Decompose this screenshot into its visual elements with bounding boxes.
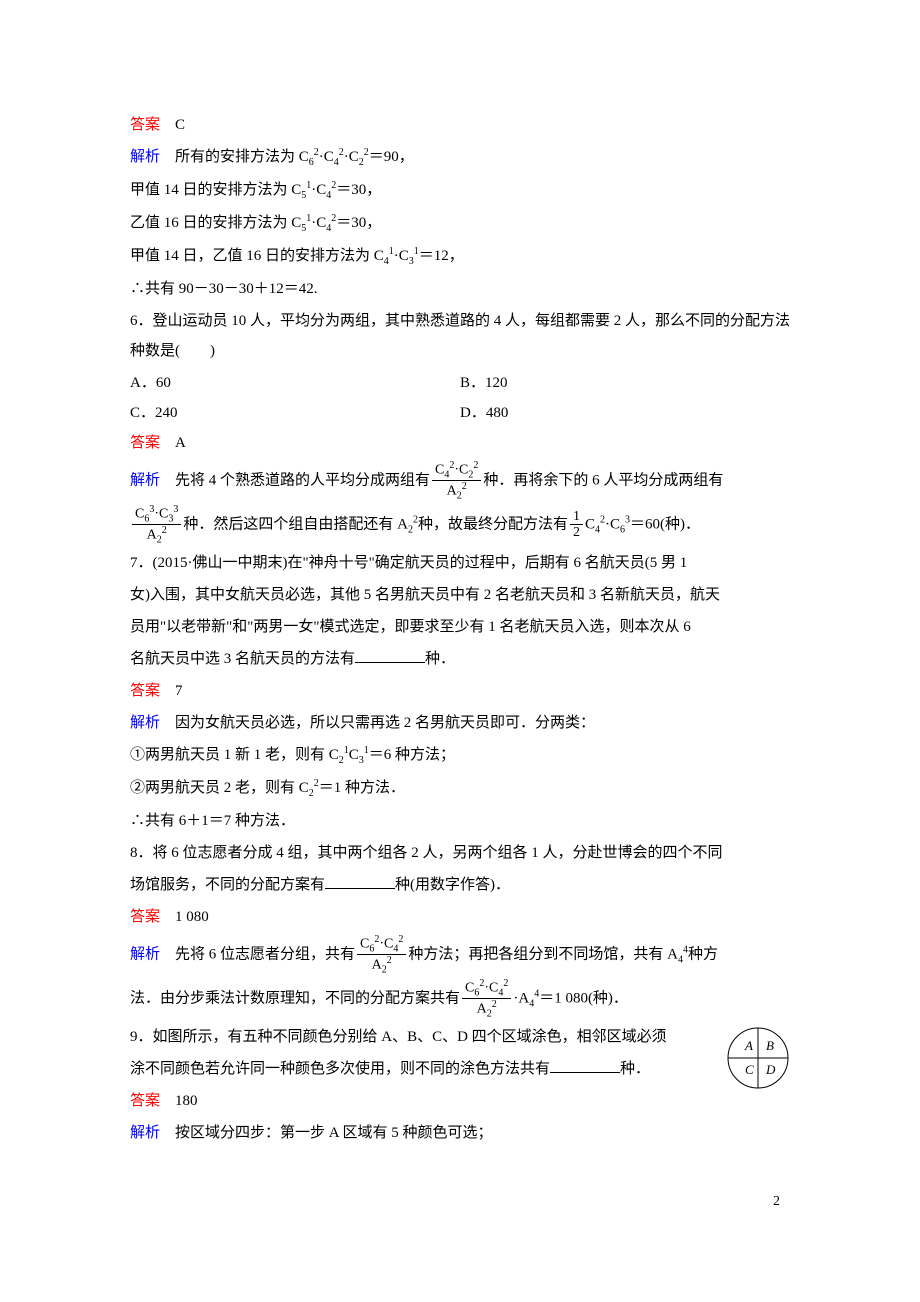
q9-block: 9．如图所示，有五种不同颜色分别给 A、B、C、D 四个区域涂色，相邻区域必须 …: [130, 1022, 790, 1084]
q8-analysis-1: 解析 先将 6 位志愿者分组，共有C62·C42A22种方法；再把各组分到不同场…: [130, 934, 790, 976]
q6-answer-value: A: [175, 435, 186, 451]
answer-label: 答案: [130, 909, 160, 925]
q6-option-b: B．120: [460, 368, 790, 398]
q7-stem-3: 员用"以老带新"和"两男一女"模式选定，即要求至少有 1 名老航天员入选，则本次…: [130, 612, 790, 642]
q8-analysis-2: 法．由分步乘法计数原理知，不同的分配方案共有C62·C42A22·A44＝1 0…: [130, 978, 790, 1020]
q9-stem-2: 涂不同颜色若允许同一种颜色多次使用，则不同的涂色方法共有种．: [130, 1054, 710, 1084]
region-d-label: D: [765, 1062, 776, 1077]
region-circle-diagram: A B C D: [726, 1026, 790, 1090]
fraction: C42·C22A22: [432, 460, 481, 502]
region-c-label: C: [745, 1062, 754, 1077]
q7-stem-4: 名航天员中选 3 名航天员的方法有种．: [130, 644, 790, 674]
q5-analysis-5: ∴共有 90－30－30＋12＝42.: [130, 274, 790, 304]
q8-stem-2: 场馆服务，不同的分配方案有种(用数字作答)．: [130, 870, 790, 900]
fraction: C62·C42A22: [357, 934, 406, 976]
analysis-label: 解析: [130, 472, 160, 488]
answer-label: 答案: [130, 435, 160, 451]
q6-option-d: D．480: [460, 398, 790, 428]
fraction: C62·C42A22: [462, 978, 511, 1020]
answer-label: 答案: [130, 683, 160, 699]
q5-analysis-4: 甲值 14 日，乙值 16 日的安排方法为 C41·C31＝12，: [130, 241, 790, 272]
q6-analysis-2: C63·C33A22种．然后这四个组自由搭配还有 A22种，故最终分配方法有12…: [130, 504, 790, 546]
fraction: C63·C33A22: [132, 504, 181, 546]
q6-analysis-1: 解析 先将 4 个熟悉道路的人平均分成两组有C42·C22A22种．再将余下的 …: [130, 460, 790, 502]
q5-analysis-3: 乙值 16 日的安排方法为 C51·C42＝30，: [130, 208, 790, 239]
q6-option-c: C．240: [130, 398, 460, 428]
q8-stem-1: 8．将 6 位志愿者分成 4 组，其中两个组各 2 人，另两个组各 1 人，分赴…: [130, 838, 790, 868]
analysis-label: 解析: [130, 1125, 160, 1141]
q9-analysis-1: 解析 按区域分四步：第一步 A 区域有 5 种颜色可选；: [130, 1118, 790, 1148]
fill-blank: [355, 649, 425, 663]
q7-analysis-1: 解析 因为女航天员必选，所以只需再选 2 名男航天员即可．分两类：: [130, 708, 790, 738]
fraction: 12: [570, 509, 583, 541]
q8-answer: 答案 1 080: [130, 902, 790, 932]
region-b-label: B: [766, 1038, 774, 1053]
analysis-label: 解析: [130, 946, 160, 962]
answer-label: 答案: [130, 1093, 160, 1109]
q6-option-a: A．60: [130, 368, 460, 398]
q5-analysis-1: 解析 所有的安排方法为 C62·C42·C22＝90，: [130, 142, 790, 173]
q9-answer-value: 180: [175, 1093, 198, 1109]
q5-analysis-2: 甲值 14 日的安排方法为 C51·C42＝30，: [130, 175, 790, 206]
q6-options-row1: A．60 B．120: [130, 368, 790, 398]
q6-stem: 6．登山运动员 10 人，平均分为两组，其中熟悉道路的 4 人，每组都需要 2 …: [130, 306, 790, 366]
q7-analysis-3: ②两男航天员 2 老，则有 C22＝1 种方法．: [130, 773, 790, 804]
q6-answer: 答案 A: [130, 428, 790, 458]
q7-answer-value: 7: [175, 683, 183, 699]
analysis-label: 解析: [130, 149, 160, 165]
q7-analysis-2: ①两男航天员 1 新 1 老，则有 C21C31＝6 种方法；: [130, 740, 790, 771]
region-a-label: A: [744, 1038, 753, 1053]
fill-blank: [550, 1059, 620, 1073]
fill-blank: [325, 875, 395, 889]
answer-label: 答案: [130, 117, 160, 133]
page-number: 2: [130, 1188, 790, 1216]
analysis-label: 解析: [130, 715, 160, 731]
q8-answer-value: 1 080: [175, 909, 209, 925]
q5-answer-value: C: [175, 117, 185, 133]
q9-answer: 答案 180: [130, 1086, 790, 1116]
q7-answer: 答案 7: [130, 676, 790, 706]
q5-answer: 答案 C: [130, 110, 790, 140]
q7-analysis-4: ∴共有 6＋1＝7 种方法．: [130, 806, 790, 836]
q7-stem-1: 7．(2015·佛山一中期末)在"神舟十号"确定航天员的过程中，后期有 6 名航…: [130, 548, 790, 578]
q6-options-row2: C．240 D．480: [130, 398, 790, 428]
q7-stem-2: 女)入围，其中女航天员必选，其他 5 名男航天员中有 2 名老航天员和 3 名新…: [130, 580, 790, 610]
q9-stem-1: 9．如图所示，有五种不同颜色分别给 A、B、C、D 四个区域涂色，相邻区域必须: [130, 1022, 710, 1052]
